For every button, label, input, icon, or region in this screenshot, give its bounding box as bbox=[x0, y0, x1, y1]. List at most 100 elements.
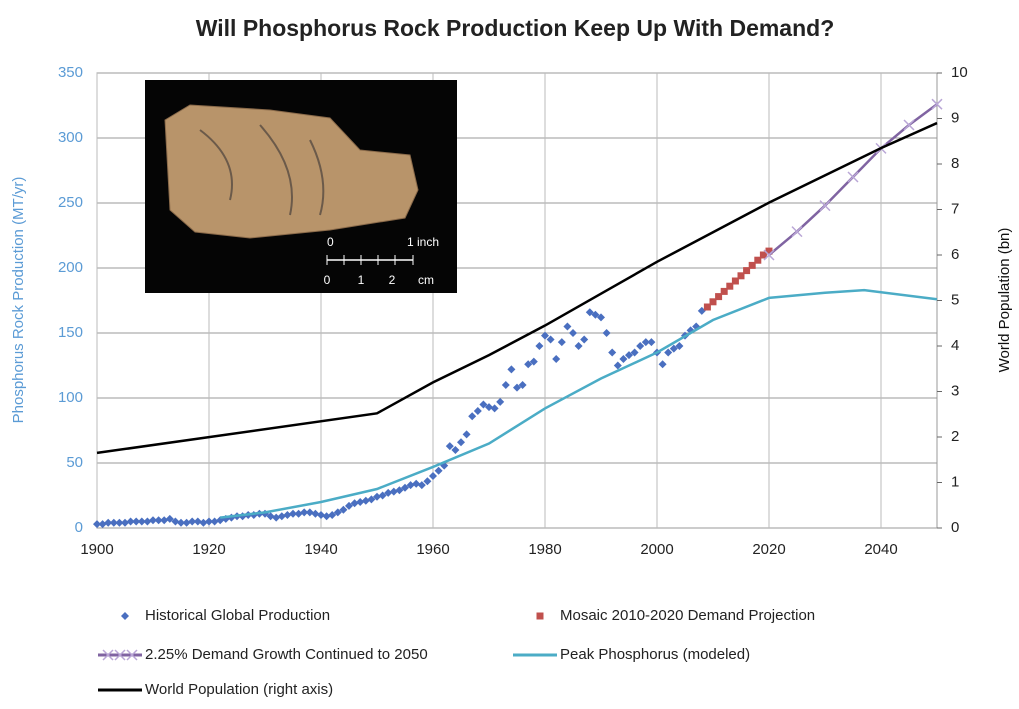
legend-marker bbox=[536, 612, 544, 620]
point bbox=[294, 509, 303, 518]
point bbox=[535, 342, 544, 350]
y-tick-label: 200 bbox=[58, 259, 83, 276]
point bbox=[641, 338, 650, 347]
point bbox=[496, 397, 505, 406]
scale-label: 0 bbox=[324, 273, 331, 287]
y2-tick-label: 8 bbox=[951, 155, 959, 172]
line bbox=[96, 121, 938, 455]
point bbox=[552, 355, 561, 363]
point bbox=[160, 516, 169, 525]
point bbox=[165, 514, 174, 523]
point bbox=[317, 511, 325, 519]
y2-tick-label: 10 bbox=[951, 64, 968, 81]
point bbox=[675, 342, 684, 350]
point bbox=[412, 479, 421, 488]
point bbox=[132, 517, 141, 526]
x-tick-label: 1920 bbox=[192, 541, 225, 558]
y2-tick-label: 5 bbox=[951, 291, 959, 308]
point bbox=[109, 518, 118, 527]
y-tick-label: 100 bbox=[58, 389, 83, 406]
x-tick-label: 2000 bbox=[640, 541, 673, 558]
point bbox=[763, 249, 775, 261]
point bbox=[903, 119, 915, 131]
legend-label: Mosaic 2010-2020 Demand Projection bbox=[560, 607, 815, 624]
point bbox=[115, 518, 124, 527]
point bbox=[726, 282, 734, 290]
point bbox=[143, 517, 152, 526]
point bbox=[210, 517, 219, 526]
point bbox=[591, 310, 600, 319]
point bbox=[490, 404, 499, 413]
point bbox=[401, 483, 409, 492]
y-tick-label: 350 bbox=[58, 64, 83, 81]
point bbox=[193, 517, 202, 526]
point bbox=[378, 491, 387, 500]
legend-label: Peak Phosphorus (modeled) bbox=[560, 646, 750, 663]
rock-vein bbox=[199, 124, 325, 216]
point bbox=[664, 348, 673, 357]
point bbox=[529, 357, 538, 366]
point bbox=[457, 438, 465, 447]
line bbox=[220, 288, 938, 519]
point bbox=[300, 508, 309, 517]
point bbox=[182, 518, 191, 527]
y-tick-label: 150 bbox=[58, 324, 83, 341]
x-tick-label: 1900 bbox=[80, 541, 113, 558]
point bbox=[333, 508, 342, 517]
legend-marker bbox=[126, 649, 138, 661]
point bbox=[277, 512, 286, 521]
point bbox=[137, 517, 146, 526]
point bbox=[451, 446, 460, 454]
point bbox=[395, 486, 404, 495]
y2-tick-label: 3 bbox=[951, 382, 959, 399]
point bbox=[345, 501, 353, 510]
y2-tick-label: 1 bbox=[951, 473, 959, 490]
rock bbox=[164, 104, 419, 239]
point bbox=[473, 407, 482, 415]
legend-label: Historical Global Production bbox=[145, 607, 330, 624]
x-tick-label: 2040 bbox=[864, 541, 897, 558]
point bbox=[731, 277, 739, 285]
point bbox=[468, 412, 477, 421]
point bbox=[507, 365, 516, 374]
point bbox=[328, 511, 337, 519]
point bbox=[580, 335, 589, 344]
point bbox=[748, 261, 756, 269]
point bbox=[126, 517, 135, 526]
x-tick-label: 1960 bbox=[416, 541, 449, 558]
point bbox=[434, 466, 443, 475]
point bbox=[524, 360, 533, 369]
y-axis-label: Phosphorus Rock Production (MT/yr) bbox=[10, 177, 27, 424]
point bbox=[647, 338, 656, 347]
point bbox=[563, 322, 572, 331]
point bbox=[546, 335, 555, 344]
y-tick-label: 0 bbox=[75, 519, 83, 536]
point bbox=[289, 509, 297, 518]
point bbox=[104, 518, 113, 527]
scale-label: 1 inch bbox=[407, 235, 439, 249]
x-tick-label: 2020 bbox=[752, 541, 785, 558]
point bbox=[361, 496, 370, 505]
point bbox=[266, 512, 275, 521]
point bbox=[423, 477, 432, 486]
point bbox=[697, 306, 706, 315]
point bbox=[406, 481, 415, 490]
point bbox=[171, 517, 180, 526]
y2-axis-label: World Population (bn) bbox=[996, 228, 1013, 373]
point bbox=[541, 331, 549, 340]
point bbox=[759, 251, 767, 259]
scale-label: 1 bbox=[358, 273, 365, 287]
point bbox=[305, 508, 314, 517]
point bbox=[619, 355, 628, 363]
x-tick-label: 1940 bbox=[304, 541, 337, 558]
point bbox=[518, 381, 527, 389]
point bbox=[350, 499, 359, 508]
point bbox=[417, 481, 426, 490]
point bbox=[384, 488, 393, 497]
x-tick-label: 1980 bbox=[528, 541, 561, 558]
point bbox=[188, 517, 197, 526]
point bbox=[597, 313, 605, 322]
point bbox=[205, 517, 213, 526]
point bbox=[445, 442, 454, 451]
